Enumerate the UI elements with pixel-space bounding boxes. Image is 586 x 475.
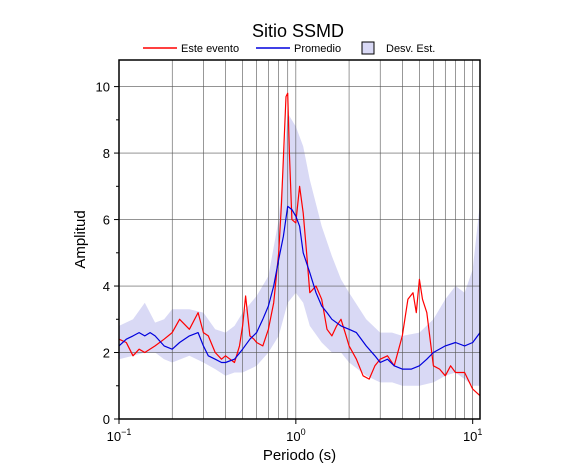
x-tick-label: 101 — [463, 427, 482, 444]
x-axis-label: Periodo (s) — [263, 447, 336, 464]
y-axis-label: Amplitud — [72, 210, 89, 268]
y-tick-label: 8 — [103, 146, 110, 161]
legend-label: Promedio — [294, 43, 341, 55]
series-line-promedio — [118, 205, 481, 370]
y-tick-label: 6 — [103, 213, 110, 228]
legend: Este evento Promedio Desv. Est. — [143, 41, 435, 55]
x-tick-label: 10−1 — [107, 427, 132, 444]
y-tick-label: 10 — [96, 80, 110, 95]
legend-swatch — [361, 41, 375, 55]
x-tick-label: 100 — [286, 427, 305, 444]
legend-label: Este evento — [181, 43, 239, 55]
series-layer — [118, 92, 481, 397]
series-line-este-evento — [118, 92, 481, 397]
chart-title: Sitio SSMD — [252, 21, 344, 41]
legend-label: Desv. Est. — [386, 43, 435, 55]
plot-frame — [118, 59, 481, 420]
std-dev-band-layer — [119, 113, 480, 386]
std-dev-band — [119, 113, 480, 386]
y-tick-label: 4 — [103, 279, 110, 294]
y-tick-label: 2 — [103, 346, 110, 361]
y-tick-label: 0 — [103, 412, 110, 427]
tick-layer: 0 2 4 6 8 10 10−1 100 101 — [96, 80, 483, 444]
